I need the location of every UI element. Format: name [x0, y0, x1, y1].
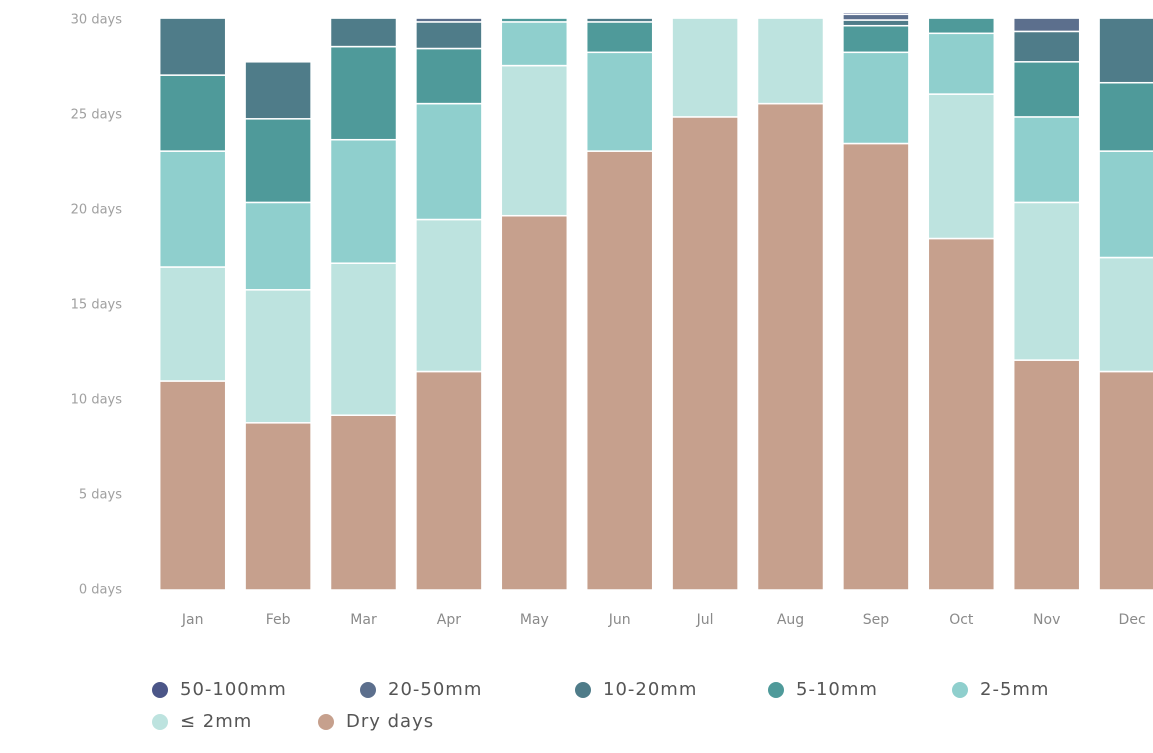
bar-segment — [842, 19, 910, 27]
legend-label: Dry days — [346, 711, 434, 732]
bar-segment — [1012, 359, 1081, 591]
bar-segment — [1098, 256, 1153, 373]
x-tick-label: Jun — [608, 612, 631, 628]
bar-segment — [244, 422, 312, 591]
legend-marker — [360, 682, 376, 698]
bar-segment — [415, 21, 483, 50]
bar-segment — [927, 237, 996, 591]
x-tick-label: Jan — [181, 612, 204, 628]
bar-segment — [415, 218, 483, 373]
x-tick-label: Dec — [1119, 612, 1146, 628]
bar-segment — [158, 74, 227, 152]
bar-segment — [500, 64, 569, 217]
bar-segment — [1012, 30, 1081, 63]
legend-marker — [152, 682, 168, 698]
x-tick-label: Nov — [1033, 612, 1060, 628]
x-tick-label: Jul — [696, 612, 714, 628]
bar-segment — [244, 61, 312, 120]
legend-marker — [768, 682, 784, 698]
x-tick-label: Mar — [350, 612, 377, 628]
bar-segment — [415, 370, 483, 591]
bar-segment — [329, 138, 398, 264]
x-tick-label: Sep — [863, 612, 890, 628]
bar-segment — [415, 102, 483, 221]
legend-label: 2-5mm — [980, 679, 1049, 700]
bar-segment — [329, 17, 398, 48]
bar-segment — [329, 45, 398, 141]
y-tick-label: 25 days — [71, 108, 123, 123]
bar-segment — [671, 17, 739, 118]
bar-segment — [1098, 17, 1153, 84]
bar-segment — [244, 289, 312, 424]
bar-segment — [500, 21, 569, 67]
x-tick-label: Aug — [777, 612, 804, 628]
bar-segment — [1098, 81, 1153, 152]
bar-segment — [1098, 150, 1153, 259]
legend-marker — [152, 714, 168, 730]
y-tick-label: 5 days — [79, 488, 122, 503]
bar-segment — [1098, 370, 1153, 591]
y-tick-label: 30 days — [71, 13, 123, 28]
bar-segment — [415, 17, 483, 23]
bar-segment — [158, 17, 227, 76]
bar-segment — [1012, 17, 1081, 33]
bar-segment — [842, 24, 910, 54]
bar-segment — [244, 201, 312, 291]
bar-segment — [842, 51, 910, 145]
bar-segment — [500, 17, 569, 23]
x-tick-label: Oct — [949, 612, 974, 628]
bar-segment — [585, 150, 654, 591]
y-tick-label: 20 days — [71, 203, 123, 218]
bar-segment — [158, 150, 227, 268]
bar-segment — [842, 13, 910, 21]
legend-marker — [318, 714, 334, 730]
bar-segment — [158, 266, 227, 382]
bar-segment — [671, 116, 739, 591]
bar-segment — [329, 414, 398, 591]
bar-segment — [158, 380, 227, 591]
bar-segment — [244, 118, 312, 204]
bar-segment — [585, 51, 654, 152]
legend-label: 10-20mm — [603, 679, 697, 700]
x-tick-label: Feb — [266, 612, 291, 628]
x-tick-label: Apr — [437, 612, 461, 628]
legend-label: 50-100mm — [180, 679, 287, 700]
bar-segment — [756, 102, 825, 591]
bar-segment — [927, 17, 996, 35]
bar-segment — [927, 32, 996, 95]
x-tick-label: May — [520, 612, 549, 628]
legend-label: 5-10mm — [796, 679, 878, 700]
bar-segment — [927, 93, 996, 240]
bar-segment — [415, 47, 483, 105]
bar-segment — [500, 214, 569, 591]
y-tick-label: 0 days — [79, 583, 122, 598]
legend-marker — [952, 682, 968, 698]
bar-segment — [585, 21, 654, 54]
y-tick-label: 10 days — [71, 393, 123, 408]
legend-label: ≤ 2mm — [180, 711, 252, 732]
bar-segment — [1012, 201, 1081, 361]
bar-segment — [756, 17, 825, 105]
legend-marker — [575, 682, 591, 698]
legend-label: 20-50mm — [388, 679, 482, 700]
bar-segment — [842, 11, 910, 16]
bar-segment — [585, 17, 654, 23]
y-tick-label: 15 days — [71, 298, 123, 313]
bar-segment — [1012, 61, 1081, 118]
bar-segment — [1012, 116, 1081, 204]
bar-segment — [329, 262, 398, 416]
bar-segment — [842, 142, 910, 591]
